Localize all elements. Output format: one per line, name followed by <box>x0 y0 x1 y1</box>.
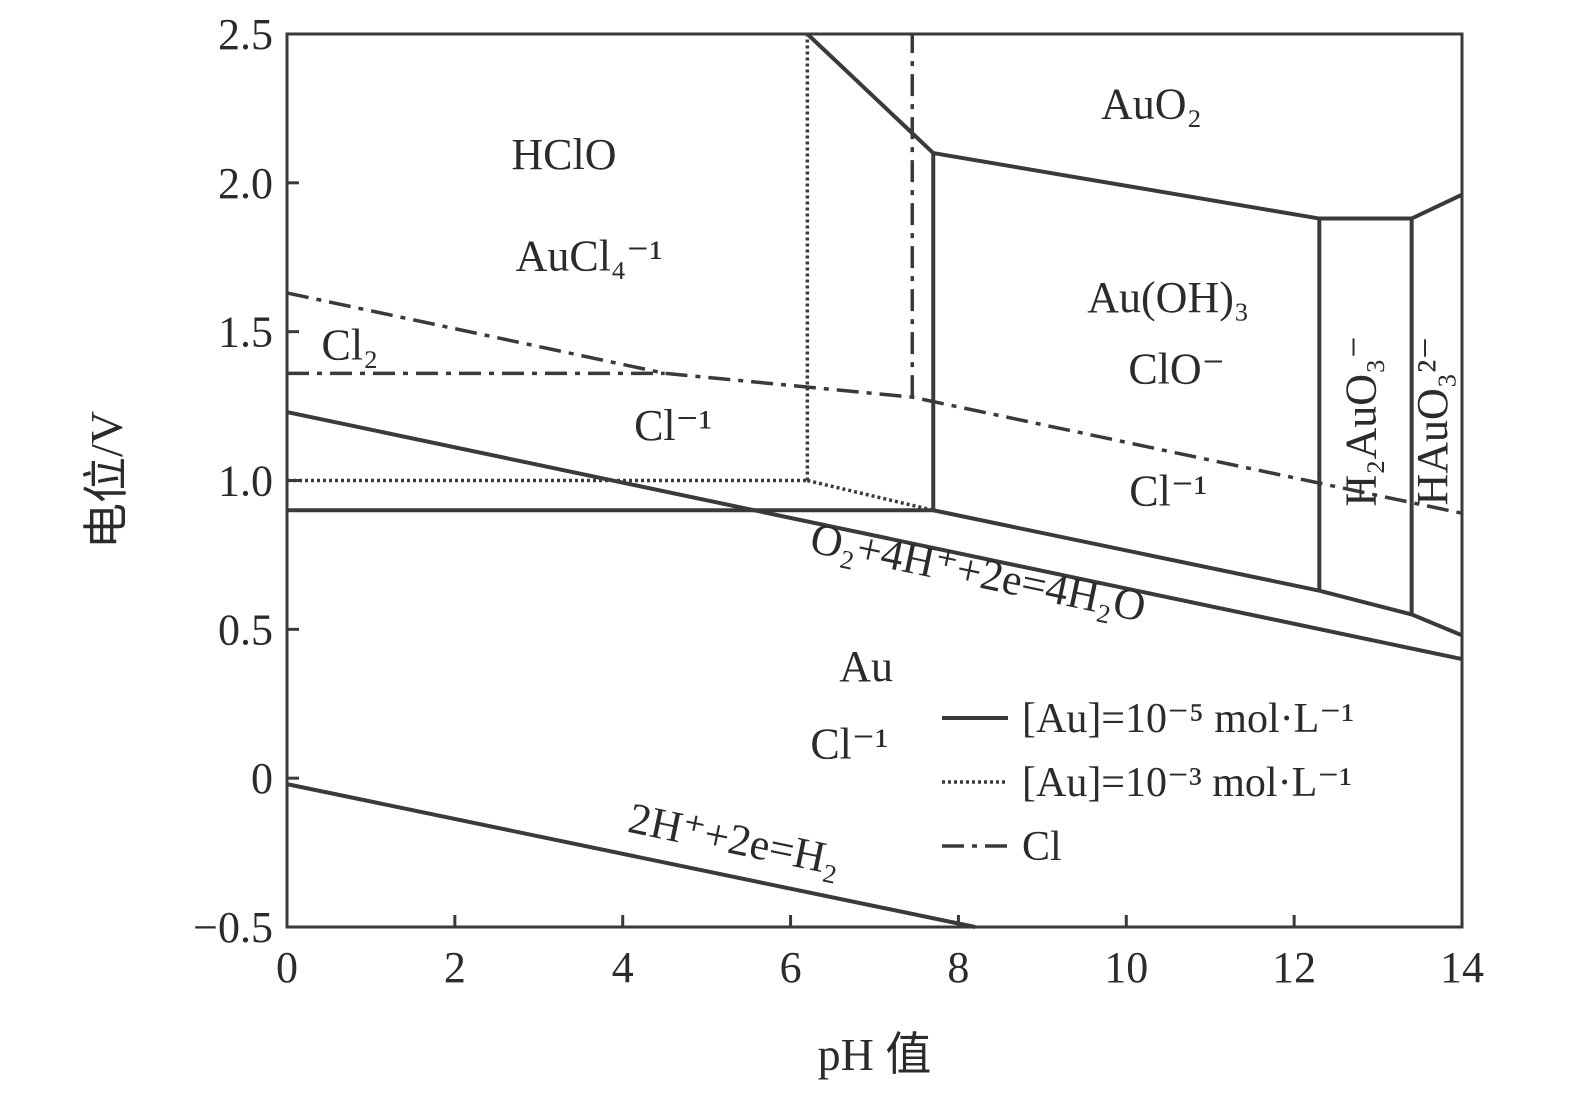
x-tick-label: 2 <box>444 943 466 992</box>
region-label: Au <box>839 642 893 691</box>
series-layer <box>286 32 1463 929</box>
x-tick-label: 8 <box>947 943 969 992</box>
y-tick-label: −0.5 <box>193 903 273 952</box>
y-tick-label: 2.0 <box>218 159 273 208</box>
region-label: Cl⁻¹ <box>810 719 888 768</box>
region-label: H₂AuO₃⁻ <box>1337 335 1386 506</box>
legend-label-2: [Au]=10⁻³ mol·L⁻¹ <box>1022 760 1352 806</box>
region-label: Cl⁻¹ <box>634 401 712 450</box>
region-label: Au(OH)₃ <box>1087 273 1249 322</box>
series-3-segment-2 <box>286 291 1463 515</box>
region-label: AuCl₄⁻¹ <box>516 231 663 280</box>
tick-layer: 0 2 4 6 8 10 12 14−0.500.51.01.52.02.5 <box>193 10 1484 992</box>
x-tick-label: 6 <box>780 943 802 992</box>
region-label: Cl₂ <box>321 321 378 370</box>
region-label: HAuO₃²⁻ <box>1408 336 1457 505</box>
y-axis-title: 电位/V <box>81 411 132 549</box>
reference-line-2 <box>286 782 976 929</box>
x-tick-label: 4 <box>612 943 634 992</box>
y-tick-label: 1.5 <box>218 308 273 357</box>
legend: [Au]=10⁻⁵ mol·L⁻¹ [Au]=10⁻³ mol·L⁻¹ Cl <box>942 696 1354 870</box>
x-axis-title: pH 值 <box>818 1029 932 1080</box>
x-tick-label: 10 <box>1104 943 1148 992</box>
legend-label-3: Cl <box>1022 824 1062 870</box>
series-1-segment-5 <box>932 508 1463 638</box>
y-tick-label: 0.5 <box>218 605 273 654</box>
y-tick-label: 0 <box>251 754 273 803</box>
region-label: Cl⁻¹ <box>1129 466 1207 515</box>
series-1-segment-4 <box>932 151 1463 221</box>
x-tick-label: 0 <box>276 943 298 992</box>
legend-label-1: [Au]=10⁻⁵ mol·L⁻¹ <box>1022 696 1354 742</box>
y-tick-label: 2.5 <box>218 10 273 59</box>
region-label: HClO <box>511 130 616 179</box>
x-tick-label: 12 <box>1272 943 1316 992</box>
reference-line-1 <box>286 410 1463 662</box>
series-1-segment-3 <box>805 32 935 155</box>
region-label: ClO⁻ <box>1128 344 1225 393</box>
region-label: AuO₂ <box>1101 80 1202 129</box>
y-tick-label: 1.0 <box>218 457 273 506</box>
x-tick-label: 14 <box>1440 943 1484 992</box>
